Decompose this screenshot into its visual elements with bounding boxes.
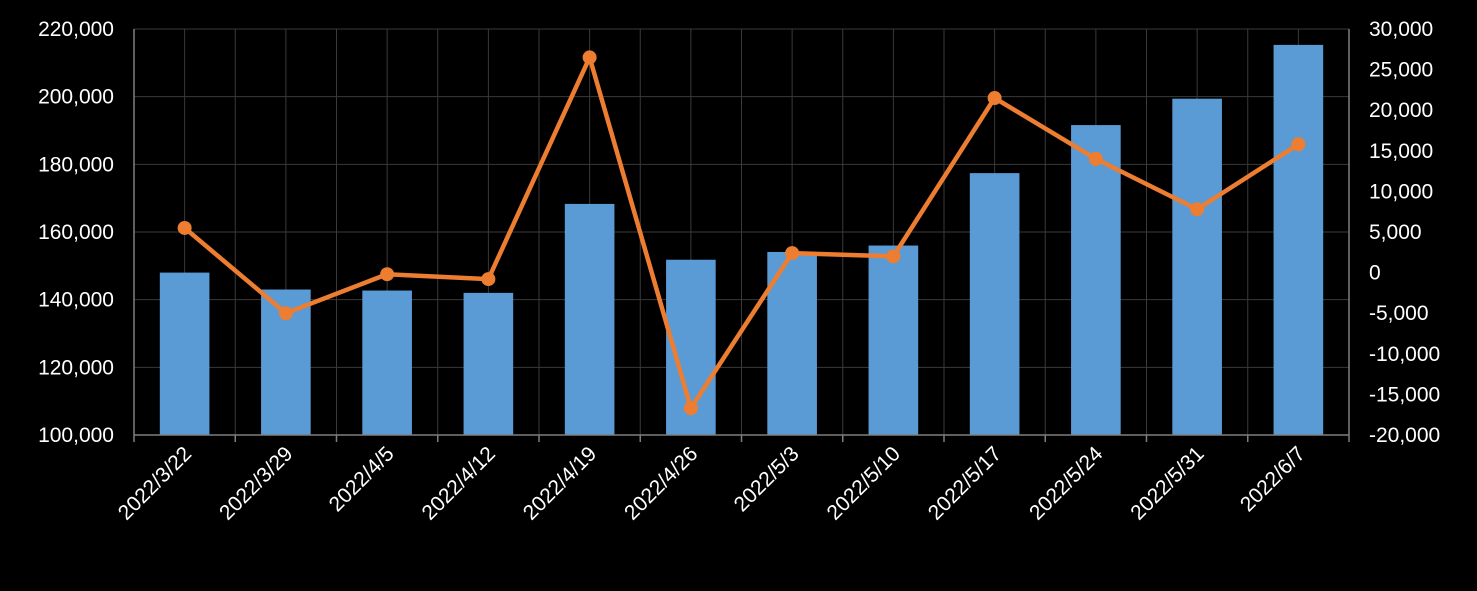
y-right-tick-label: 30,000: [1369, 18, 1433, 41]
line-series: [177, 50, 1306, 416]
y-right-tick-label: 10,000: [1369, 180, 1433, 203]
bar-2022/5/17: [969, 173, 1020, 435]
y-left-tick-label: 140,000: [38, 289, 114, 312]
x-tick-label: 2022/4/26: [620, 442, 702, 524]
bar-2022/4/5: [362, 290, 412, 435]
x-tick-label: 2022/5/24: [1025, 442, 1108, 525]
gridlines: [133, 28, 1350, 436]
y-left-tick-label: 200,000: [38, 86, 114, 109]
y-right-tick-label: -5,000: [1369, 302, 1429, 325]
bar-2022/4/12: [463, 292, 514, 435]
y-left-tick-label: 160,000: [38, 221, 114, 244]
line-point-2022/4/19: [582, 50, 597, 65]
y-left-tick-label: 180,000: [38, 153, 114, 176]
line-series-path: [183, 55, 1300, 411]
x-tick-label: 2022/4/12: [418, 442, 500, 524]
line-point-2022/5/24: [1088, 151, 1103, 166]
line-point-2022/4/12: [481, 272, 496, 287]
line-point-2022/4/26: [683, 401, 698, 416]
line-point-2022/3/29: [278, 306, 293, 321]
axes: [133, 29, 1350, 442]
y-right-tick-label: -20,000: [1369, 424, 1440, 447]
tick-labels: 100,000 120,000 140,000 160,000 180,000 200,0…: [38, 18, 1440, 525]
line-point-2022/5/31: [1190, 202, 1205, 217]
line-point-2022/5/10: [886, 249, 901, 264]
y-right-tick-label: 15,000: [1369, 140, 1433, 163]
x-tick-label: 2022/3/29: [215, 442, 297, 524]
x-tick-label: 2022/3/22: [114, 442, 196, 524]
y-right-tick-label: -15,000: [1369, 383, 1440, 406]
line-point-2022/5/17: [987, 91, 1002, 106]
line-point-2022/5/3: [785, 246, 800, 261]
bar-series: [159, 44, 1324, 436]
bar-2022/4/19: [564, 203, 615, 435]
x-tick-label: 2022/6/7: [1236, 442, 1310, 516]
x-tick-label: 2022/5/3: [730, 442, 804, 516]
y-left-tick-label: 120,000: [38, 356, 114, 379]
y-left-tick-label: 100,000: [38, 424, 114, 447]
x-tick-label: 2022/5/10: [823, 442, 905, 524]
bar-2022/3/22: [159, 272, 210, 435]
y-left-tick-label: 220,000: [38, 18, 114, 41]
bar-2022/6/7: [1273, 44, 1324, 435]
y-right-tick-label: 20,000: [1369, 99, 1433, 122]
line-point-2022/3/22: [177, 220, 192, 235]
x-tick-label: 2022/4/19: [519, 442, 601, 524]
y-right-tick-label: 25,000: [1369, 59, 1433, 82]
x-tick-label: 2022/5/31: [1126, 442, 1208, 524]
y-right-tick-label: 0: [1369, 262, 1381, 285]
y-right-tick-label: -10,000: [1369, 343, 1440, 366]
line-point-2022/6/7: [1291, 137, 1306, 152]
bar-2022/5/31: [1172, 98, 1222, 436]
y-right-tick-label: 5,000: [1369, 221, 1422, 244]
line-point-2022/4/5: [380, 267, 395, 282]
x-tick-label: 2022/5/17: [924, 442, 1006, 524]
x-tick-label: 2022/4/5: [325, 442, 399, 516]
bar-2022/5/24: [1071, 125, 1121, 435]
bar-2022/5/10: [868, 245, 919, 435]
